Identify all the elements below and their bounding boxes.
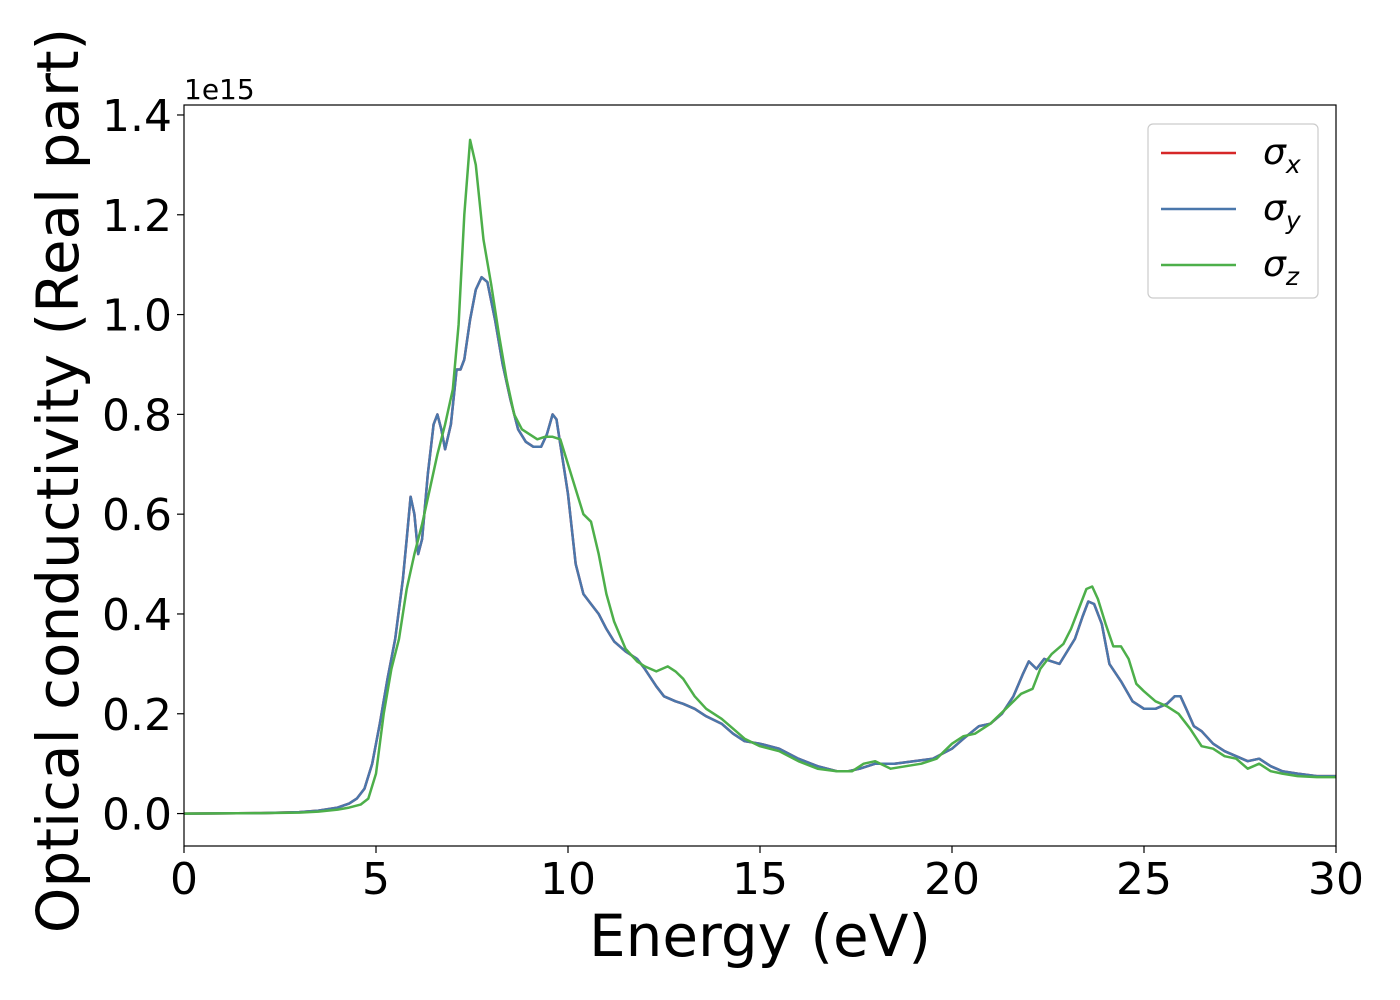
x-tick-label: 5 (362, 854, 390, 905)
y-tick-label: 1.4 (102, 91, 172, 142)
y-tick-label: 0.8 (102, 390, 172, 441)
series-group (184, 138, 1336, 815)
x-tick-label: 10 (540, 854, 596, 905)
y-tick-label: 0.0 (102, 790, 172, 841)
x-tick-label: 15 (732, 854, 788, 905)
x-tick-label: 0 (170, 854, 198, 905)
y-tick-label: 1.0 (102, 291, 172, 342)
series-line-y (184, 275, 1336, 815)
y-tick-label: 0.4 (102, 590, 172, 641)
legend-box (1147, 123, 1319, 299)
x-tick-label: 25 (1116, 854, 1172, 905)
x-axis-title: Energy (eV) (589, 902, 931, 970)
x-tick-label: 20 (924, 854, 980, 905)
x-tick-label: 30 (1308, 854, 1364, 905)
series-line-x (184, 275, 1336, 815)
y-tick-label: 0.2 (102, 690, 172, 741)
y-tick-label: 1.2 (102, 191, 172, 242)
y-axis-title: Optical conductivity (Real part) (24, 28, 92, 933)
y-tick-label: 0.6 (102, 490, 172, 541)
y-offset-label: 1e15 (184, 73, 255, 106)
series-line-z (184, 138, 1336, 815)
